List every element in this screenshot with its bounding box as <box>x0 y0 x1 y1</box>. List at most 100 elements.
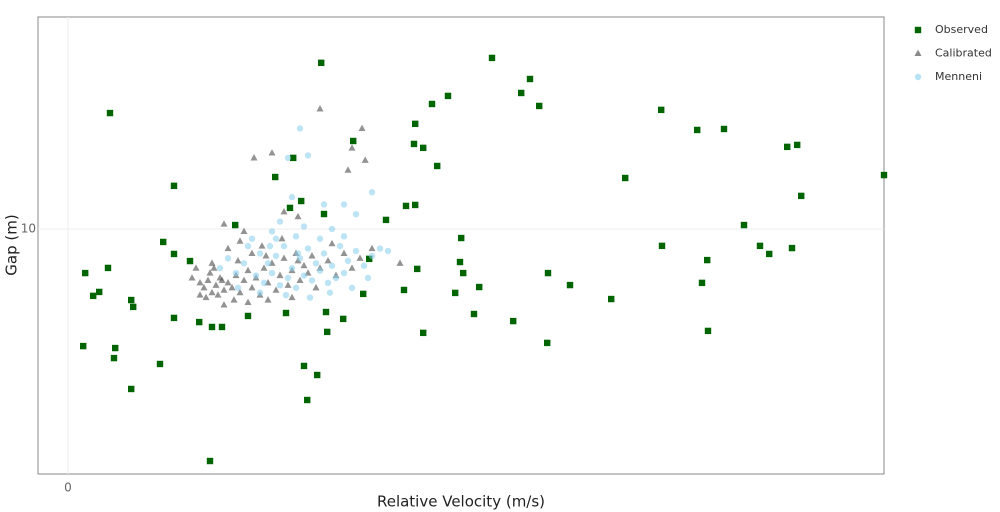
point <box>224 255 232 262</box>
point <box>236 288 244 296</box>
point <box>312 260 320 267</box>
point <box>294 250 302 257</box>
point <box>96 288 103 296</box>
point <box>256 289 264 296</box>
point <box>720 125 728 133</box>
point <box>622 174 629 182</box>
point <box>412 120 419 128</box>
point <box>220 301 228 308</box>
point <box>210 264 218 271</box>
point <box>276 282 284 289</box>
point <box>208 259 216 266</box>
point <box>344 166 352 173</box>
point <box>284 274 292 282</box>
point <box>704 256 711 264</box>
point <box>536 102 543 110</box>
point <box>248 283 256 291</box>
point <box>384 247 392 255</box>
point <box>332 274 340 282</box>
point <box>340 201 348 208</box>
point <box>798 192 805 200</box>
point <box>272 235 280 242</box>
point <box>788 244 796 252</box>
point <box>314 371 321 379</box>
point <box>248 235 256 242</box>
point <box>766 250 773 258</box>
point <box>880 171 888 179</box>
point <box>326 289 334 296</box>
point <box>276 271 284 279</box>
point <box>358 124 366 132</box>
point <box>740 221 748 229</box>
point <box>112 344 119 352</box>
point <box>296 255 304 262</box>
point <box>218 323 226 331</box>
point <box>296 276 304 283</box>
point <box>272 173 279 181</box>
point <box>366 255 373 263</box>
point <box>476 283 483 291</box>
point <box>608 295 615 303</box>
point <box>444 92 452 100</box>
point <box>218 276 226 283</box>
point <box>566 281 574 289</box>
point <box>544 339 551 347</box>
point <box>304 152 312 159</box>
point <box>784 143 791 151</box>
point <box>356 254 364 261</box>
point <box>340 249 348 257</box>
point <box>360 290 367 298</box>
plot-frame <box>37 16 885 475</box>
point <box>352 247 360 255</box>
point <box>266 242 274 250</box>
point <box>258 242 266 249</box>
point <box>324 328 331 336</box>
point <box>400 286 408 294</box>
point <box>240 276 248 283</box>
point <box>280 254 288 261</box>
point <box>212 281 220 288</box>
point <box>196 279 204 286</box>
point <box>264 296 272 303</box>
point <box>382 216 390 224</box>
point <box>284 281 292 288</box>
point <box>230 296 238 303</box>
point <box>328 225 336 233</box>
point <box>510 317 517 325</box>
point <box>658 242 666 250</box>
point <box>224 244 232 252</box>
point <box>324 256 332 264</box>
point <box>220 220 228 227</box>
point <box>694 126 701 134</box>
x-tick-label: 0 <box>64 481 72 495</box>
point <box>396 259 404 266</box>
point <box>402 202 410 210</box>
point <box>264 260 272 267</box>
point <box>228 283 236 291</box>
point <box>170 250 178 258</box>
point <box>452 289 459 297</box>
point <box>256 250 264 257</box>
point <box>128 385 135 393</box>
point <box>308 277 316 284</box>
point <box>224 279 232 286</box>
point <box>200 283 208 291</box>
point <box>306 294 314 301</box>
point <box>160 238 167 246</box>
point <box>250 154 258 161</box>
point <box>518 89 525 97</box>
point <box>282 291 290 299</box>
point <box>322 308 330 316</box>
point <box>316 105 324 112</box>
point <box>412 201 419 209</box>
point <box>410 140 418 148</box>
point <box>220 286 228 293</box>
point <box>312 283 320 291</box>
point <box>268 228 276 235</box>
point <box>244 242 252 250</box>
point <box>240 227 248 234</box>
point <box>344 257 352 265</box>
point <box>352 211 360 218</box>
y-tick-label: 10 <box>21 221 36 235</box>
point <box>350 137 357 145</box>
